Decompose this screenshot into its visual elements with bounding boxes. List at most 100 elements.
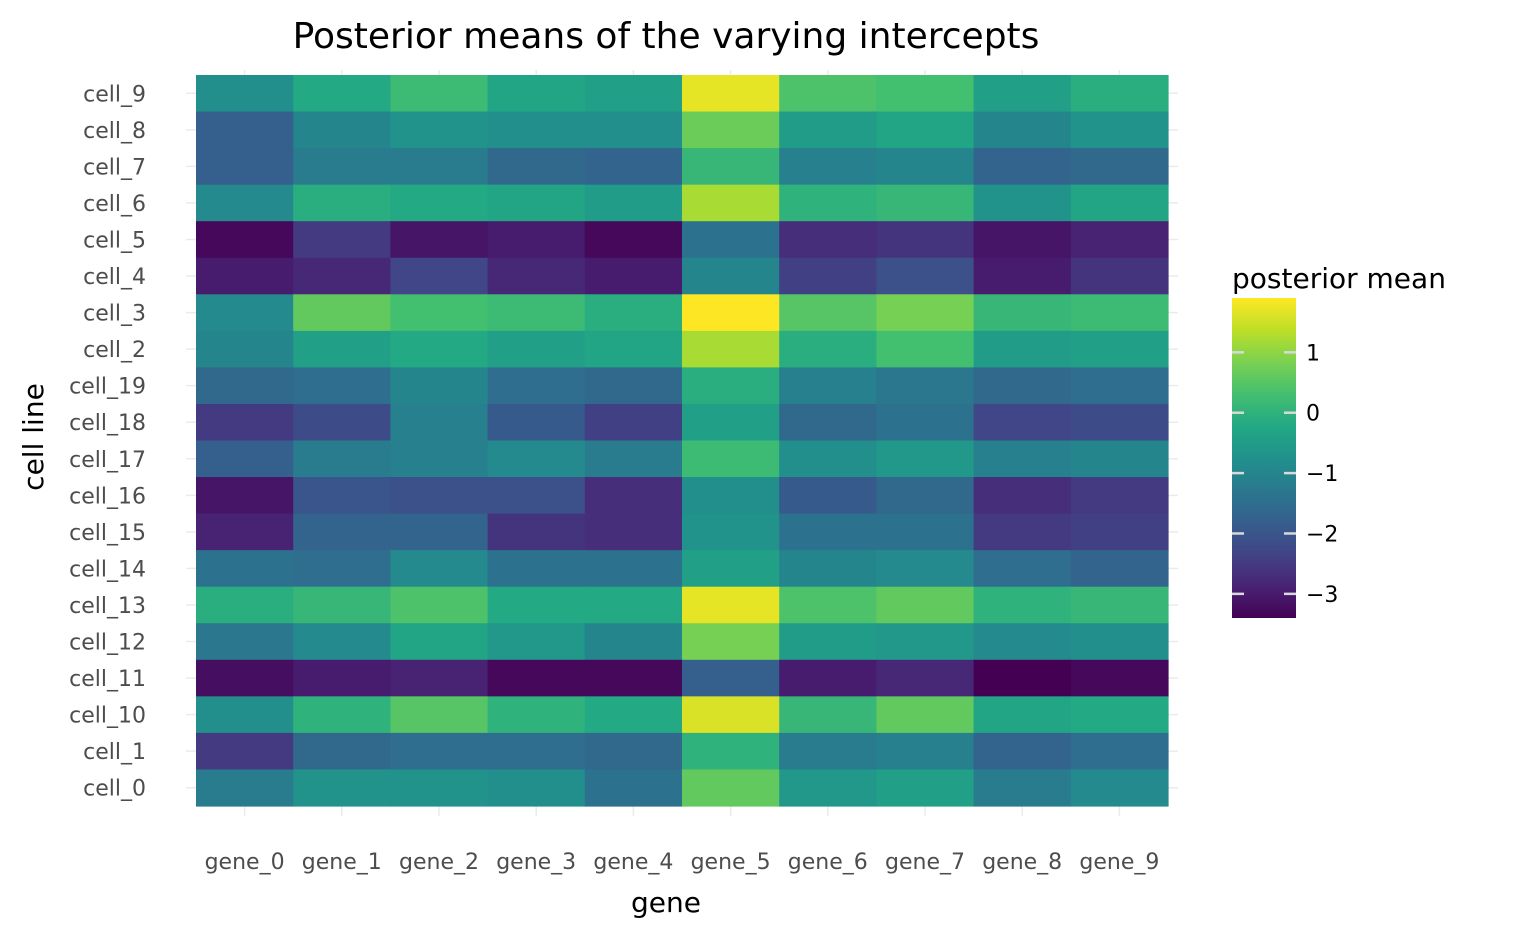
heatmap-cell: [196, 696, 294, 734]
heatmap-cell: [293, 550, 391, 588]
heatmap-cell: [487, 732, 586, 771]
heatmap-cell: [584, 623, 683, 661]
heatmap-cell: [196, 148, 294, 186]
heatmap-cell: [973, 769, 1072, 807]
heatmap-cell: [196, 440, 294, 478]
heatmap-cell: [196, 623, 294, 661]
y-tick-label: cell_10: [69, 704, 146, 729]
heatmap-cell: [584, 330, 683, 368]
heatmap-cell: [487, 440, 586, 478]
heatmap-cell: [584, 769, 683, 807]
y-tick-label: cell_7: [83, 155, 146, 180]
heatmap-cell: [973, 221, 1072, 259]
heatmap-cell: [1070, 659, 1169, 697]
heatmap-cell: [1070, 403, 1169, 442]
heatmap-cell: [390, 586, 489, 624]
heatmap-cell: [293, 769, 391, 807]
heatmap-cell: [293, 294, 391, 332]
heatmap-cell: [1070, 550, 1169, 588]
legend-tick-label: −2: [1306, 522, 1338, 547]
legend-tick-label: −1: [1306, 462, 1338, 487]
heatmap-cell: [487, 659, 586, 697]
heatmap-cell: [584, 75, 683, 113]
y-tick-label: cell_15: [69, 521, 146, 546]
heatmap-cell: [293, 696, 391, 734]
heatmap-cell: [390, 769, 489, 807]
heatmap-cell: [1070, 294, 1169, 332]
heatmap-cell: [779, 550, 877, 588]
heatmap-cell: [390, 732, 489, 771]
x-tick-labels: gene_0 gene_1 gene_2 gene_3 gene_4 gene_5 gene…: [205, 850, 1160, 875]
x-tick-label: gene_2: [399, 850, 479, 875]
heatmap-cell: [487, 696, 586, 734]
heatmap-cell: [584, 221, 683, 259]
heatmap-cell: [1070, 257, 1169, 295]
heatmap-cell: [487, 294, 586, 332]
heatmap-cell: [682, 440, 780, 478]
heatmap-cell: [1070, 221, 1169, 259]
heatmap-cell: [876, 257, 975, 295]
heatmap-cell: [1070, 111, 1169, 149]
heatmap-cell: [682, 659, 780, 697]
heatmap-cell: [973, 184, 1072, 222]
heatmap-cell: [487, 184, 586, 222]
heatmap-cell: [390, 367, 489, 405]
heatmap-cell: [293, 184, 391, 222]
heatmap-cell: [390, 221, 489, 259]
heatmap-cell: [973, 257, 1072, 295]
heatmap-cell: [973, 111, 1072, 149]
heatmap-cell: [293, 403, 391, 442]
y-tick-label: cell_12: [69, 631, 146, 656]
heatmap-cell: [779, 75, 877, 113]
heatmap-cell: [779, 477, 877, 515]
heatmap-cell: [196, 221, 294, 259]
heatmap-cell: [584, 111, 683, 149]
x-tick-label: gene_7: [885, 850, 965, 875]
heatmap-cell: [779, 257, 877, 295]
heatmap-cells: [196, 75, 1169, 807]
heatmap-cell: [390, 513, 489, 551]
heatmap-cell: [584, 659, 683, 697]
heatmap-cell: [779, 403, 877, 442]
heatmap-cell: [293, 732, 391, 771]
heatmap-cell: [1070, 586, 1169, 624]
y-tick-label: cell_1: [83, 740, 146, 765]
heatmap-cell: [487, 513, 586, 551]
heatmap-cell: [584, 513, 683, 551]
heatmap-cell: [196, 294, 294, 332]
heatmap-cell: [682, 367, 780, 405]
heatmap-cell: [876, 440, 975, 478]
heatmap-cell: [876, 111, 975, 149]
heatmap-cell: [196, 330, 294, 368]
heatmap-cell: [293, 477, 391, 515]
heatmap-cell: [293, 623, 391, 661]
x-tick-label: gene_6: [788, 850, 868, 875]
heatmap-cell: [876, 75, 975, 113]
heatmap-cell: [682, 111, 780, 149]
heatmap-cell: [876, 221, 975, 259]
heatmap-cell: [1070, 75, 1169, 113]
heatmap-cell: [196, 769, 294, 807]
heatmap-cell: [390, 696, 489, 734]
heatmap-cell: [973, 330, 1072, 368]
legend-ticks: 1 0 −1 −2 −3: [1232, 341, 1338, 608]
heatmap-cell: [293, 659, 391, 697]
heatmap-cell: [682, 696, 780, 734]
heatmap-cell: [196, 550, 294, 588]
heatmap-cell: [973, 75, 1072, 113]
heatmap-cell: [973, 294, 1072, 332]
heatmap-cell: [487, 111, 586, 149]
heatmap-cell: [682, 623, 780, 661]
heatmap-cell: [779, 513, 877, 551]
heatmap-cell: [584, 184, 683, 222]
heatmap-cell: [584, 257, 683, 295]
legend-colorbar: [1232, 298, 1296, 618]
heatmap-cell: [973, 696, 1072, 734]
x-tick-label: gene_1: [302, 850, 382, 875]
y-tick-label: cell_19: [69, 375, 146, 400]
heatmap-cell: [390, 477, 489, 515]
heatmap-cell: [876, 696, 975, 734]
legend-title: posterior mean: [1232, 262, 1446, 295]
heatmap-cell: [779, 221, 877, 259]
